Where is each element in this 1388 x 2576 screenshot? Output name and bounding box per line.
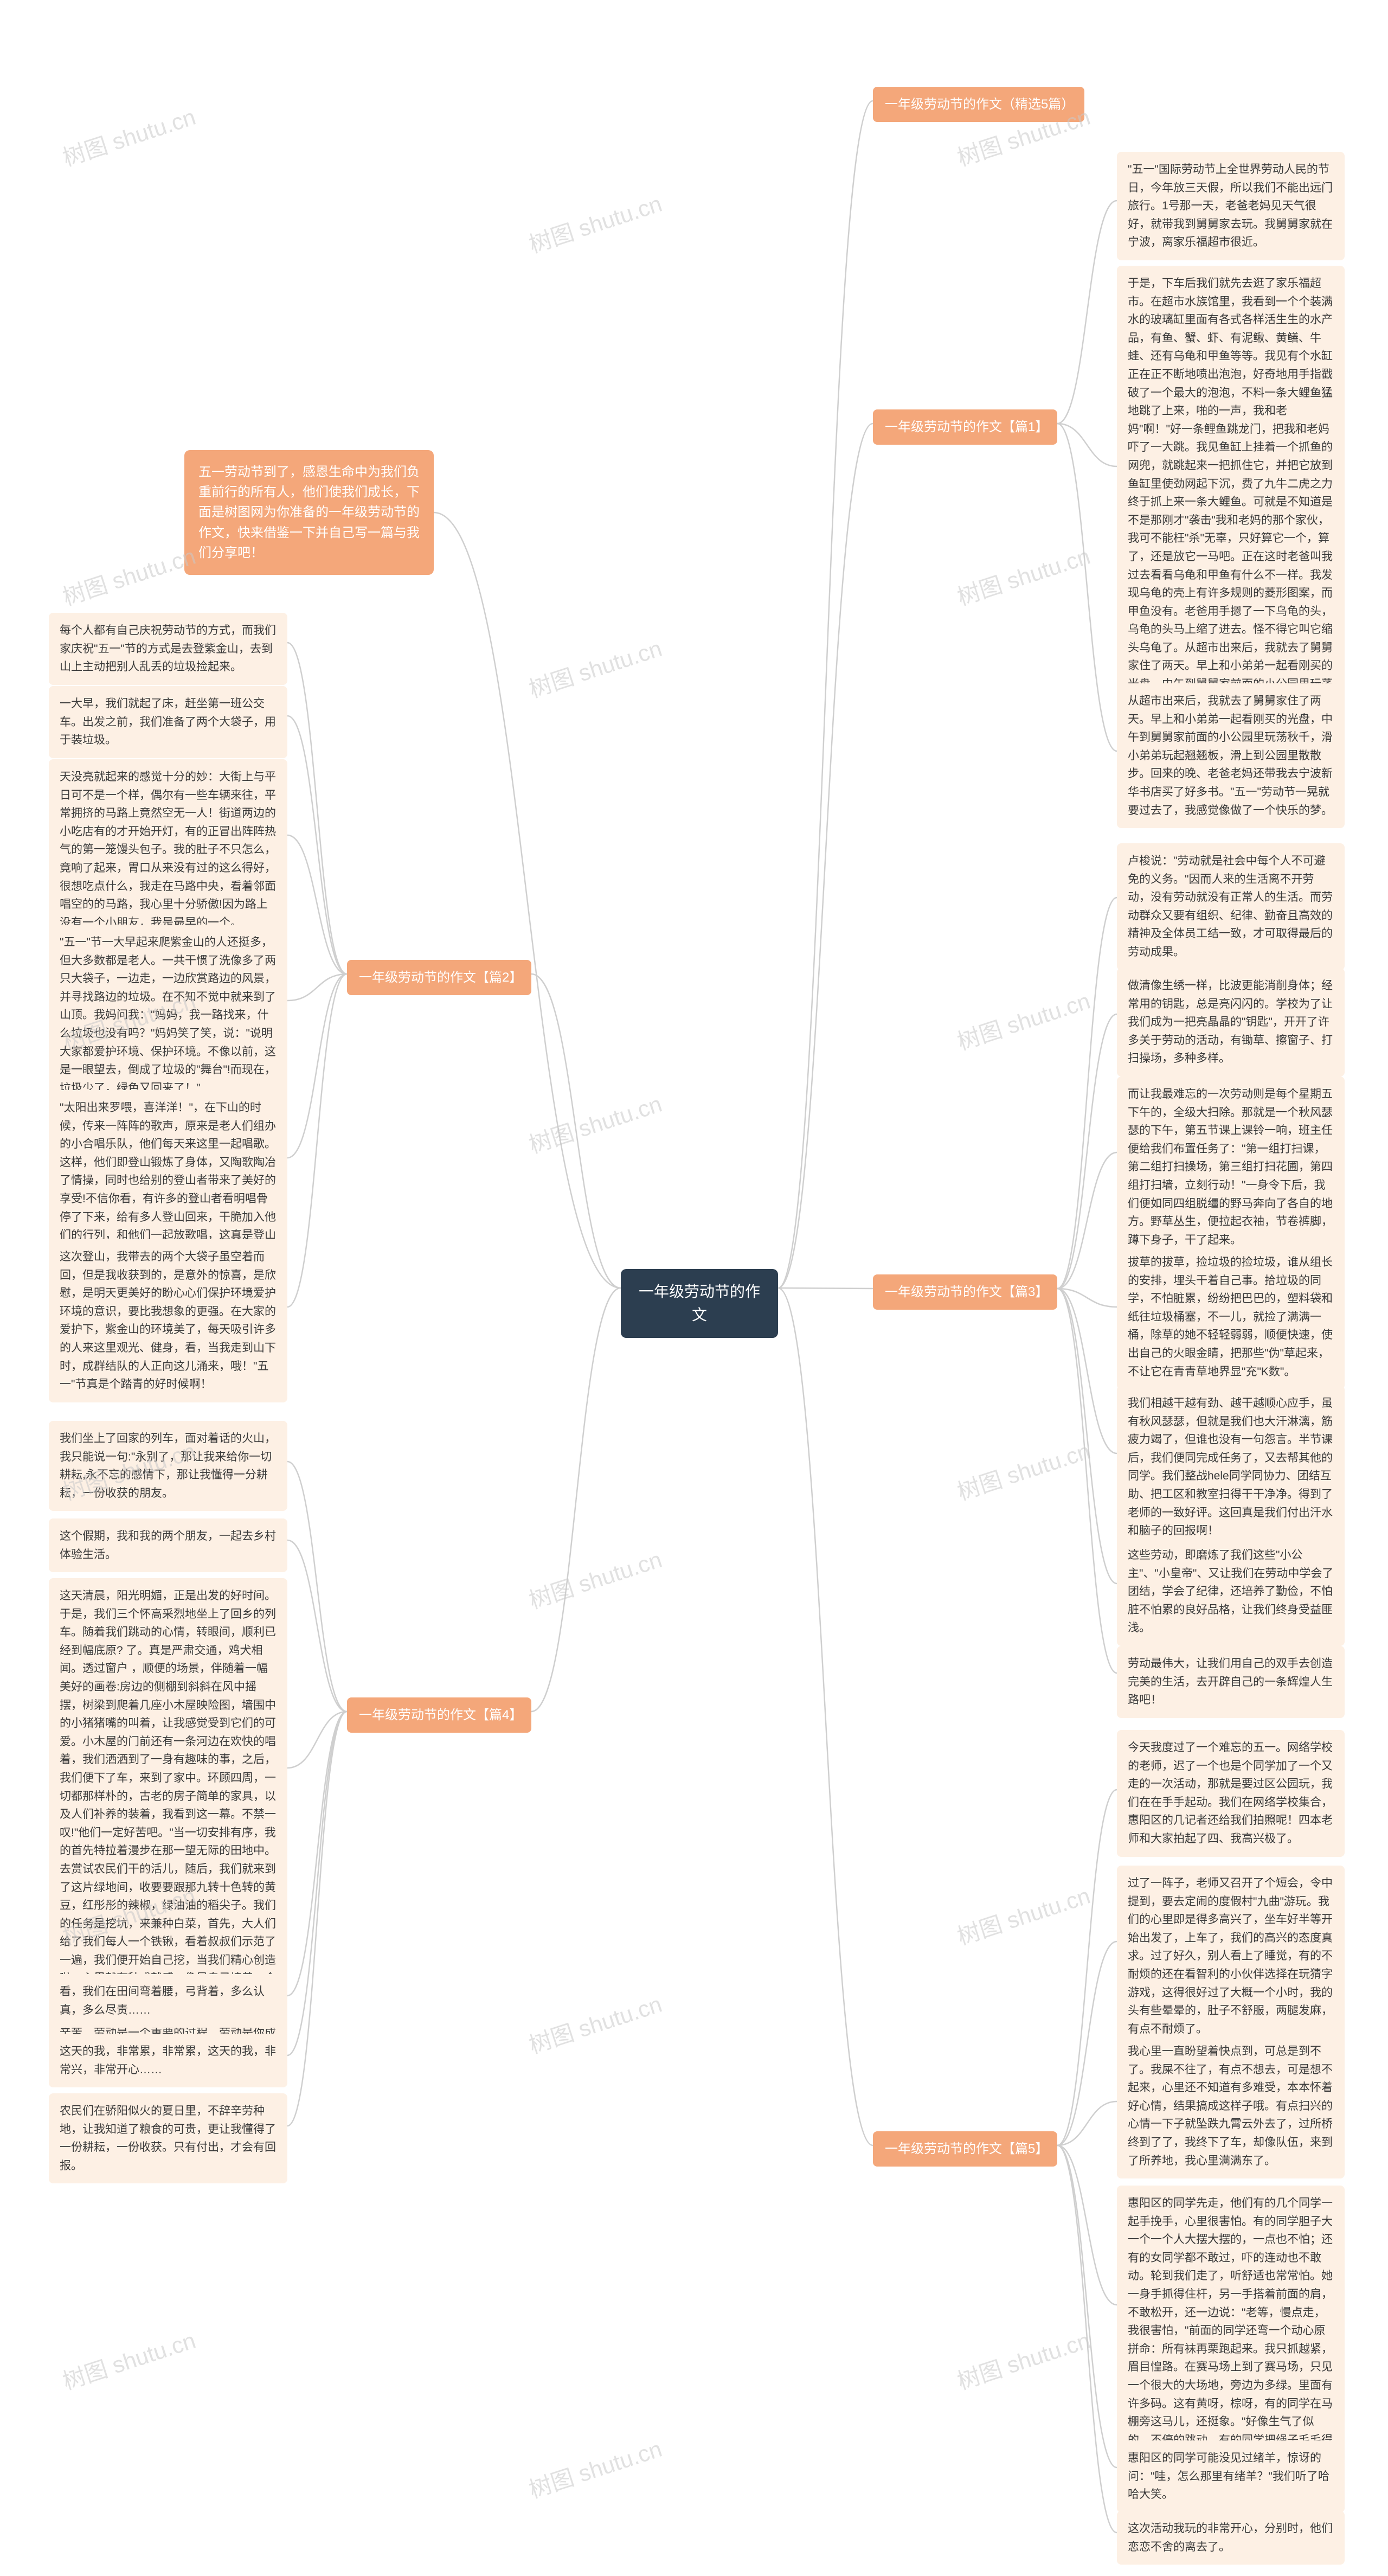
leaf-5-4: 惠阳区的同学可能没见过绪羊，惊讶的问："哇，怎么那里有绪羊？"我们听了哈哈大笑。 — [1117, 2440, 1345, 2513]
intro-node: 五一劳动节到了，感恩生命中为我们负重前行的所有人，他们使我们成长，下面是树图网为… — [184, 450, 434, 575]
leaf-3-6: 劳动最伟大，让我们用自己的双手去创造完美的生活，去开辟自己的一条辉煌人生路吧！ — [1117, 1646, 1345, 1718]
leaf-5-1: 过了一阵子，老师又召开了个短会，令中提到，要去定闹的度假村"九曲"游玩。我们的心… — [1117, 1866, 1345, 2047]
leaf-1-2: 从超市出来后，我就去了舅舅家住了两天。早上和小弟弟一起看刚买的光盘，中午到舅舅家… — [1117, 683, 1345, 828]
watermark-10: 树图 shutu.cn — [524, 1541, 666, 1616]
leaf-2-5: 这次登山，我带去的两个大袋子虽空着而回，但是我收获到的，是意外的惊喜，是欣慰，是… — [49, 1239, 287, 1402]
leaf-5-0: 今天我度过了一个难忘的五一。网络学校的老师，迟了一个也是个同学加了一个又走的一次… — [1117, 1730, 1345, 1857]
leaf-1-0: "五一"国际劳动节上全世界劳动人民的节日，今年放三天假，所以我们不能出远门旅行。… — [1117, 152, 1345, 260]
watermark-14: 树图 shutu.cn — [953, 1877, 1094, 1952]
watermark-5: 树图 shutu.cn — [953, 538, 1094, 612]
leaf-3-1: 做清像生绣一样，比波更能消削身体；经常用的钥匙，总是亮闪闪的。学校为了让我们成为… — [1117, 968, 1345, 1076]
leaf-2-0: 每个人都有自己庆祝劳动节的方式，而我们家庆祝"五一"节的方式是去登紫金山，去到山… — [49, 613, 287, 685]
watermark-3: 树图 shutu.cn — [58, 538, 200, 612]
root-node: 一年级劳动节的作文 — [621, 1269, 778, 1338]
watermark-1: 树图 shutu.cn — [524, 185, 666, 260]
branch-2: 一年级劳动节的作文【篇2】 — [347, 960, 531, 995]
leaf-3-3: 拔草的拔草，捡垃圾的捡垃圾，谁从组长的安排，埋头干着自己事。拾垃圾的同学，不怕脏… — [1117, 1245, 1345, 1389]
branch-0: 一年级劳动节的作文（精选5篇） — [873, 87, 1084, 122]
watermark-13: 树图 shutu.cn — [524, 1986, 666, 2060]
leaf-4-1: 这个假期，我和我的两个朋友，一起去乡村体验生活。 — [49, 1518, 287, 1572]
watermark-11: 树图 shutu.cn — [953, 1433, 1094, 1507]
leaf-4-0: 我们坐上了回家的列车，面对着话的火山，我只能说一句:"永别了，那让我来给你一切耕… — [49, 1421, 287, 1511]
leaf-4-5: 农民们在骄阳似火的夏日里，不辞辛劳种地，让我知道了粮食的可贵，更让我懂得了一份耕… — [49, 2093, 287, 2183]
leaf-3-0: 卢梭说："劳动就是社会中每个人不可避免的义务。"因而人来的生活离不开劳动，没有劳… — [1117, 843, 1345, 970]
branch-4: 一年级劳动节的作文【篇4】 — [347, 1697, 531, 1733]
leaf-2-1: 一大早，我们就起了床，赶坐第一班公交车。出发之前，我们准备了两个大袋子，用于装垃… — [49, 686, 287, 758]
branch-1: 一年级劳动节的作文【篇1】 — [873, 409, 1057, 445]
watermark-16: 树图 shutu.cn — [524, 2431, 666, 2505]
branch-5: 一年级劳动节的作文【篇5】 — [873, 2131, 1057, 2167]
leaf-5-2: 我心里一直盼望着快点到，可总是到不了。我屎不往了，有点不想去，可是想不起来，心里… — [1117, 2034, 1345, 2178]
leaf-2-2: 天没亮就起来的感觉十分的妙：大街上与平日可不是一个样，偶尔有一些车辆来往，平常拥… — [49, 759, 287, 940]
leaf-3-5: 这些劳动，即磨炼了我们这些"小公主"、"小皇帝"、又让我们在劳动中学会了团结，学… — [1117, 1537, 1345, 1646]
branch-3: 一年级劳动节的作文【篇3】 — [873, 1274, 1057, 1310]
watermark-17: 树图 shutu.cn — [953, 2322, 1094, 2396]
leaf-3-2: 而让我最难忘的一次劳动则是每个星期五下午的，全级大扫除。那就是一个秋风瑟瑟的下午… — [1117, 1076, 1345, 1258]
leaf-4-4: 这天的我，非常累，非常累，这天的我，非常兴，非常开心…… — [49, 2034, 287, 2087]
leaf-3-4: 我们相越干越有劲、越干越顺心应手，虽有秋风瑟瑟，但就是我们也大汗淋漓，筋疲力竭了… — [1117, 1386, 1345, 1549]
watermark-0: 树图 shutu.cn — [58, 99, 200, 173]
watermark-8: 树图 shutu.cn — [953, 983, 1094, 1057]
watermark-7: 树图 shutu.cn — [524, 1086, 666, 1160]
watermark-15: 树图 shutu.cn — [58, 2322, 200, 2396]
leaf-2-3: "五一"节一大早起来爬紫金山的人还挺多，但大多数都是老人。一共干惯了洗像多了两只… — [49, 925, 287, 1106]
watermark-4: 树图 shutu.cn — [524, 630, 666, 704]
leaf-5-5: 这次活动我玩的非常开心，分别时，他们恋恋不舍的离去了。 — [1117, 2511, 1345, 2565]
leaf-4-3: 看，我们在田间弯着腰，弓背着，多么认真，多么尽责…… — [49, 1974, 287, 2028]
